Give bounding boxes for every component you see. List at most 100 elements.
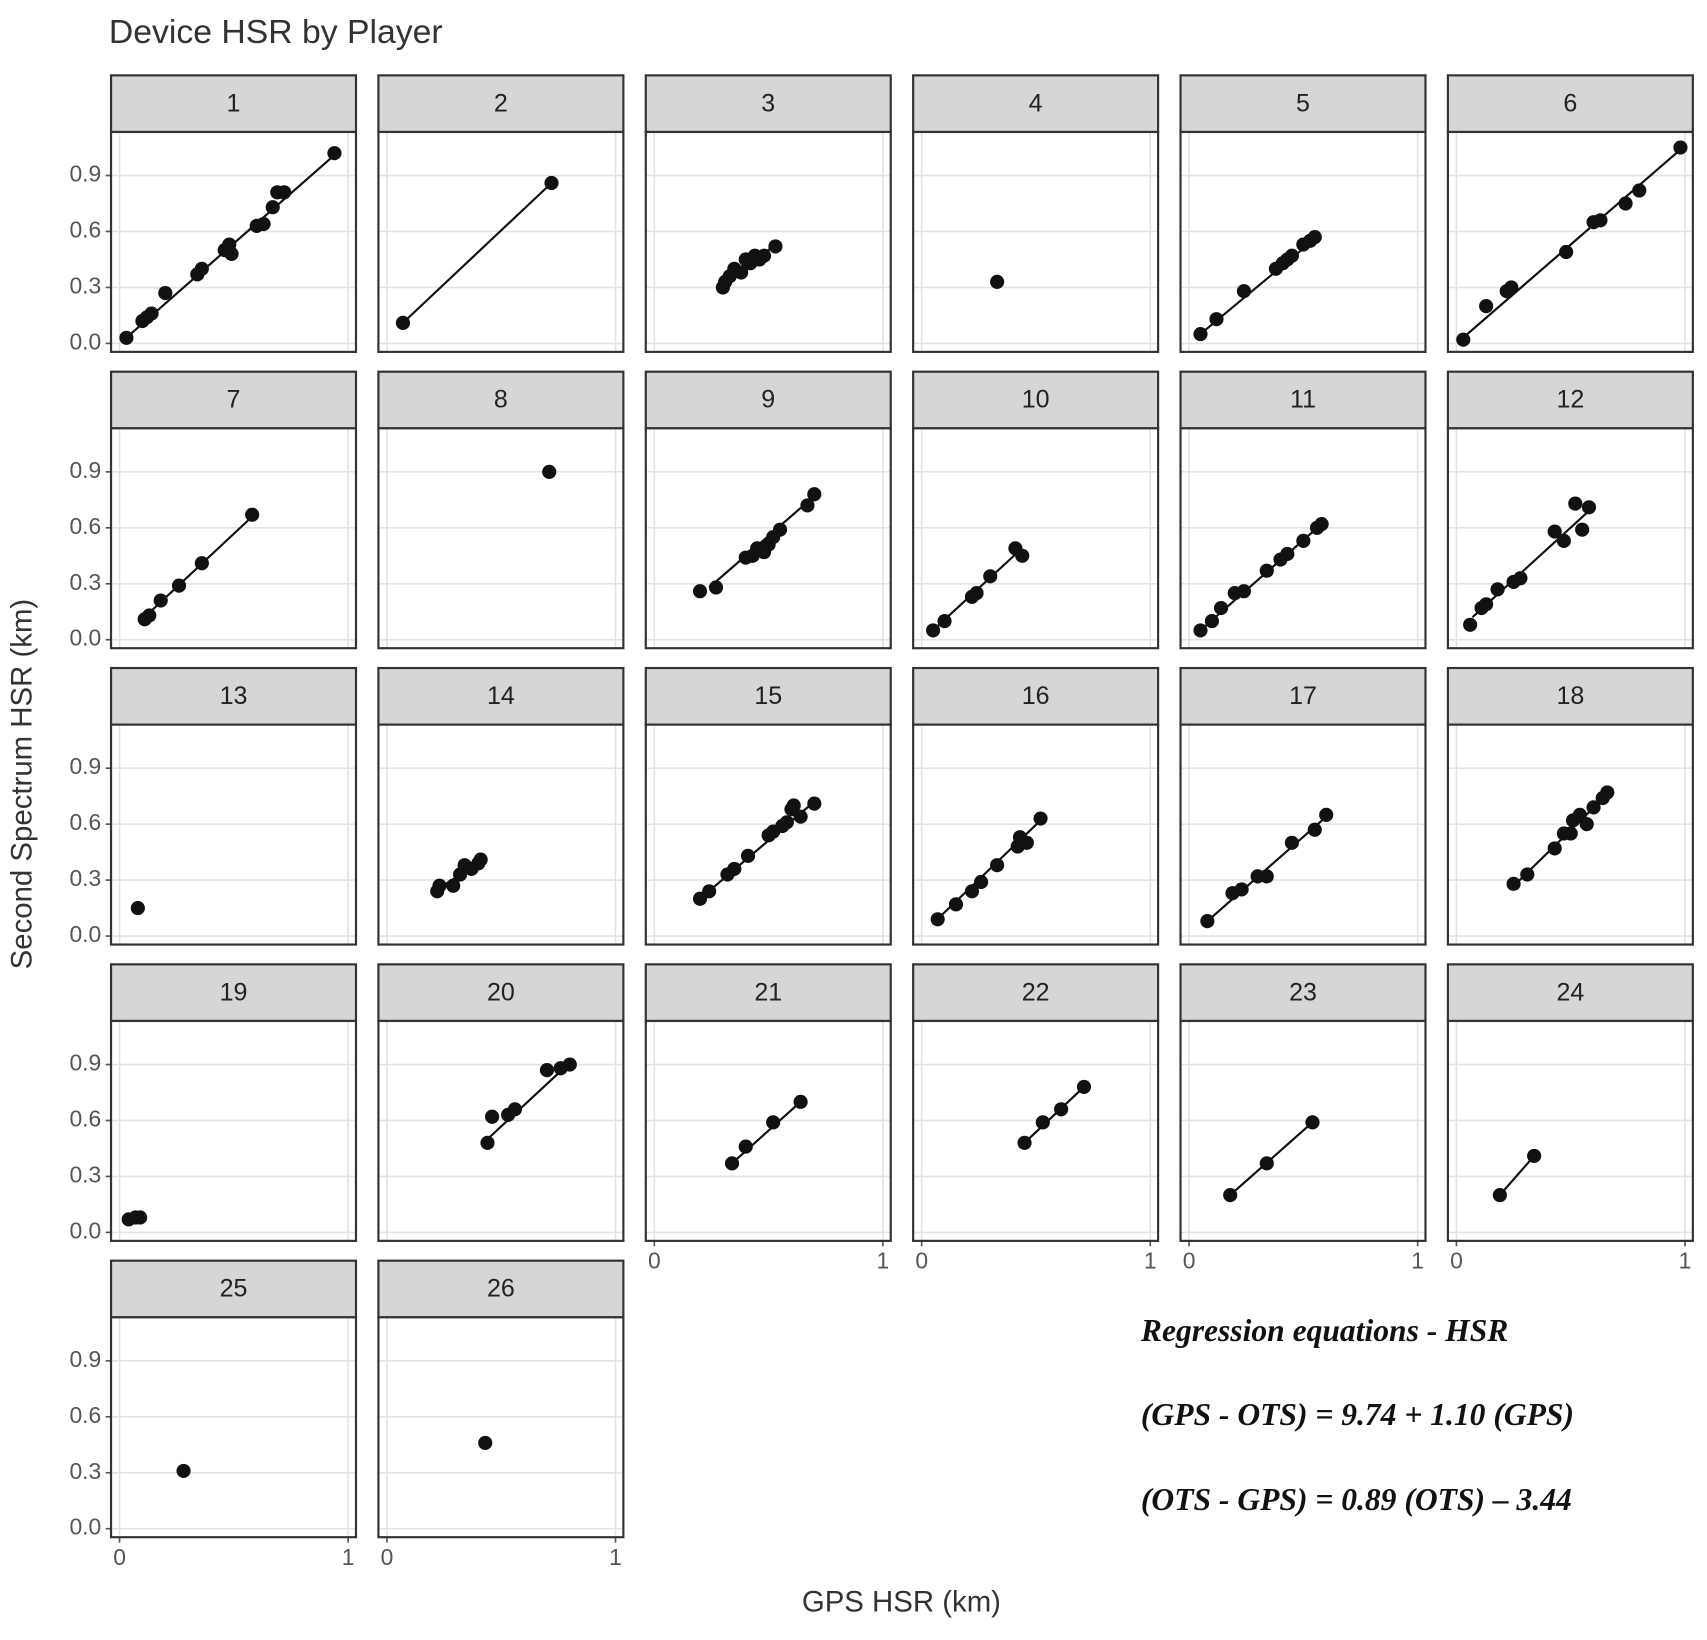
y-tick-label: 0.0 [69, 328, 101, 354]
data-point [1568, 496, 1583, 511]
panel-title: 21 [754, 978, 782, 1006]
y-tick-label: 0.0 [69, 625, 101, 651]
data-point [786, 798, 801, 813]
y-tick-label: 0.0 [69, 921, 101, 947]
data-point [738, 1139, 753, 1154]
strip [377, 666, 625, 726]
data-point [926, 623, 941, 638]
panel-title: 2 [494, 89, 508, 117]
plot-border [377, 1316, 625, 1539]
plot-border [1446, 427, 1694, 650]
annotation: (OTS - GPS) = 0.89 (OTS) – 3.44 [1141, 1482, 1572, 1517]
x-axis-label: GPS HSR (km) [802, 1586, 1001, 1619]
data-point [734, 265, 749, 280]
data-point [158, 285, 173, 301]
data-point [194, 556, 209, 571]
data-point [1456, 332, 1471, 347]
data-point [395, 315, 411, 330]
y-tick-label: 0.3 [69, 1161, 101, 1187]
y-tick-label: 0.9 [69, 1346, 101, 1372]
panel-title: 23 [1289, 978, 1317, 1006]
data-point [1259, 563, 1274, 578]
panel-title: 6 [1563, 89, 1577, 117]
fit-line [1023, 1086, 1085, 1144]
data-point [1513, 571, 1528, 586]
y-tick-label: 0.0 [69, 1514, 101, 1540]
panel-title: 15 [754, 682, 782, 710]
plot-area [378, 724, 624, 945]
plot-border [109, 427, 358, 650]
panel-title: 5 [1296, 89, 1310, 117]
data-point [807, 487, 822, 502]
y-tick-label: 0.6 [69, 513, 101, 539]
strip [644, 370, 892, 430]
data-point [1600, 785, 1615, 800]
data-point [1579, 817, 1594, 832]
x-tick-label: 0 [113, 1544, 126, 1570]
y-tick-label: 0.6 [69, 809, 101, 835]
panel-title: 20 [487, 978, 515, 1006]
y-tick-label: 0.9 [69, 753, 101, 779]
plot-border [1446, 130, 1694, 353]
plot-area [378, 428, 624, 649]
panel-title: 8 [494, 386, 508, 414]
plot-border [1446, 1019, 1694, 1242]
data-point [772, 522, 788, 537]
fit-line [402, 182, 553, 324]
x-tick-label: 0 [915, 1248, 928, 1274]
x-tick-label: 1 [1144, 1248, 1157, 1274]
y-tick-label: 0.6 [69, 217, 101, 243]
panel-title: 25 [220, 1275, 248, 1303]
data-point [1305, 1115, 1320, 1130]
plot-area [378, 131, 624, 352]
data-point [142, 608, 157, 623]
data-point [1035, 1115, 1050, 1130]
chart-title: Device HSR by Player [109, 13, 443, 51]
data-point [756, 248, 772, 263]
data-point [224, 246, 239, 261]
data-point [1204, 613, 1219, 629]
y-tick-label: 0.9 [69, 1050, 101, 1076]
data-point [1296, 533, 1311, 548]
data-point [1236, 584, 1251, 599]
plot-area [111, 724, 356, 945]
plot-border [912, 723, 1160, 946]
data-point [1563, 826, 1578, 841]
data-point [948, 897, 964, 912]
y-tick-label: 0.3 [69, 569, 101, 595]
data-point [1284, 248, 1299, 263]
strip [109, 963, 358, 1023]
data-point [1547, 524, 1562, 539]
plot-area [913, 131, 1159, 352]
data-point [130, 900, 145, 916]
plot-border [377, 1019, 625, 1242]
data-point [768, 239, 783, 254]
fit-line [1499, 1155, 1535, 1196]
panel-title: 1 [227, 89, 241, 117]
plot-area [378, 1317, 624, 1538]
data-point [1259, 1156, 1274, 1171]
panel-title: 11 [1290, 386, 1316, 414]
plot-border [377, 723, 625, 946]
y-tick-label: 0.3 [69, 1458, 101, 1484]
data-point [964, 884, 980, 899]
plot-border [377, 130, 625, 353]
data-point [1307, 822, 1322, 837]
data-point [1632, 183, 1647, 198]
data-point [807, 796, 822, 811]
data-point [485, 1109, 500, 1124]
strip [912, 666, 1160, 726]
x-tick-label: 1 [1679, 1248, 1692, 1274]
data-point [779, 815, 794, 830]
data-point [1490, 582, 1505, 597]
x-tick-label: 0 [1183, 1248, 1196, 1274]
x-tick-label: 0 [1450, 1248, 1463, 1274]
data-point [1575, 522, 1590, 537]
data-point [480, 1135, 495, 1150]
plot-border [109, 723, 358, 946]
y-tick-label: 0.3 [69, 272, 101, 298]
strip [1446, 370, 1694, 430]
data-point [930, 912, 945, 927]
data-point [1236, 284, 1251, 299]
data-point [1479, 597, 1494, 612]
